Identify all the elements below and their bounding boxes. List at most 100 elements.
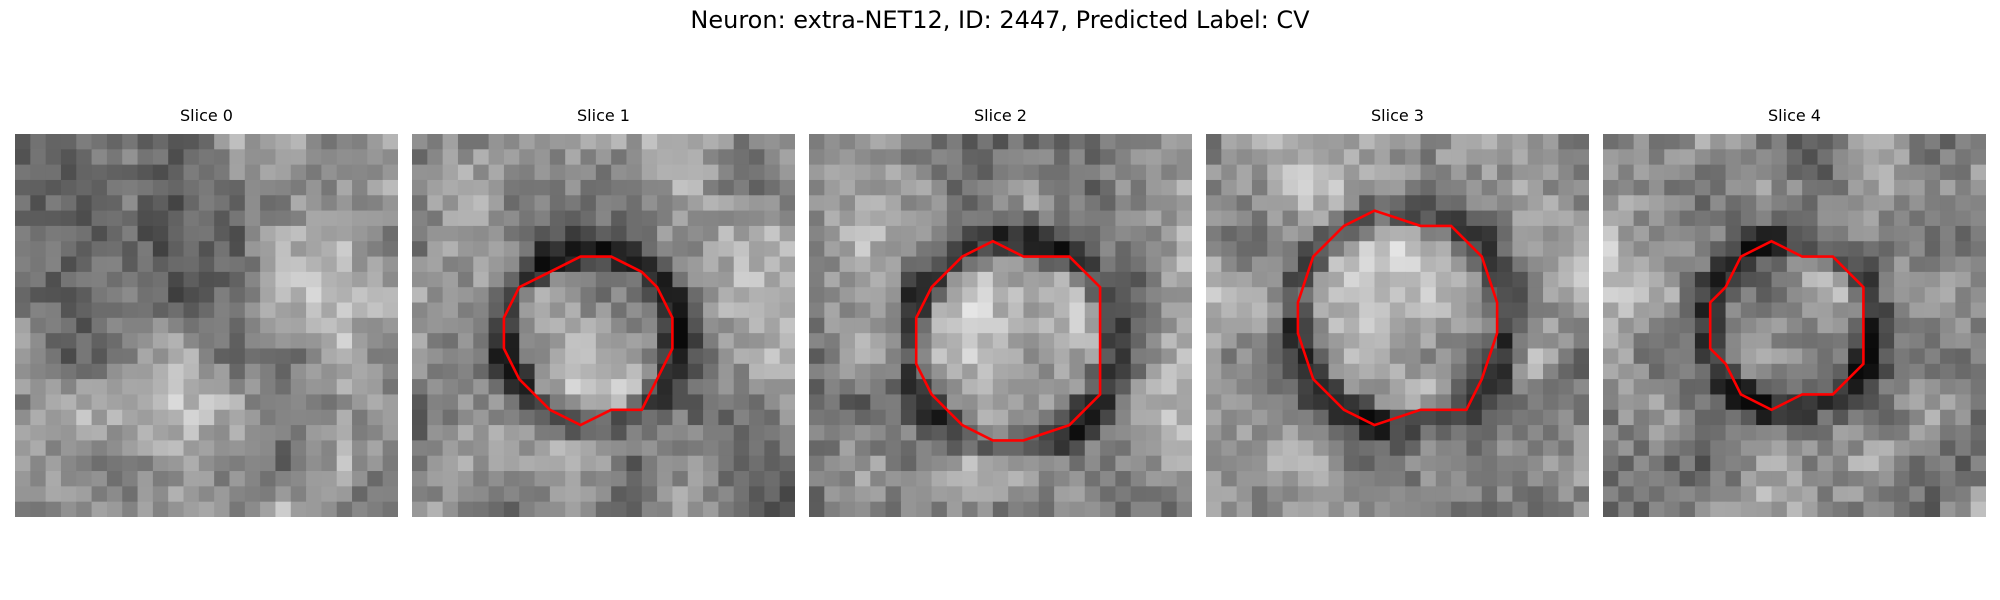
pixel-cell	[290, 256, 307, 273]
pixel-cell	[1648, 363, 1665, 380]
pixel-cell	[534, 179, 551, 196]
pixel-cell	[168, 287, 185, 304]
pixel-cell	[885, 241, 902, 258]
pixel-cell	[1451, 195, 1468, 212]
pixel-cell	[657, 134, 674, 150]
pixel-cell	[779, 256, 795, 273]
pixel-cell	[1435, 241, 1452, 258]
pixel-cell	[15, 225, 31, 242]
pixel-cell	[977, 501, 994, 517]
pixel-cell	[595, 379, 612, 396]
pixel-cell	[1740, 302, 1757, 319]
pixel-cell	[15, 501, 31, 517]
pixel-cell	[1664, 471, 1681, 487]
pixel-cell	[580, 363, 597, 380]
pixel-cell	[1633, 425, 1650, 441]
pixel-cell	[442, 394, 459, 411]
pixel-cell	[76, 225, 93, 242]
pixel-cell	[1023, 486, 1040, 503]
segmentation-contour	[1296, 209, 1499, 427]
pixel-cell	[1146, 501, 1162, 517]
pixel-cell	[382, 394, 398, 411]
pixel-cell	[549, 149, 566, 166]
pixel-cell	[1176, 425, 1192, 441]
pixel-cell	[306, 256, 322, 273]
pixel-cell	[824, 394, 841, 411]
pixel-cell	[106, 394, 123, 411]
pixel-cell	[275, 210, 292, 227]
pixel-cell	[1955, 501, 1972, 517]
pixel-cell	[1878, 471, 1895, 487]
pixel-cell	[1313, 256, 1330, 273]
pixel-cell	[839, 210, 856, 227]
pixel-cell	[1894, 440, 1910, 457]
pixel-cell	[534, 501, 551, 517]
pixel-cell	[1512, 164, 1529, 181]
pixel-cell	[519, 440, 536, 457]
pixel-cell	[1679, 302, 1696, 319]
pixel-cell	[260, 409, 277, 426]
pixel-cell	[764, 394, 781, 411]
pixel-cell	[1648, 501, 1665, 517]
pixel-cell	[1008, 455, 1025, 472]
pixel-cell	[152, 486, 169, 503]
pixel-cell	[1038, 302, 1055, 319]
pixel-cell	[503, 363, 520, 380]
pixel-cell	[244, 179, 261, 196]
pixel-cell	[703, 501, 719, 517]
pixel-cell	[15, 195, 31, 212]
pixel-cell	[1648, 425, 1665, 441]
pixel-cell	[1451, 333, 1468, 350]
pixel-cell	[91, 179, 108, 196]
pixel-cell	[1848, 179, 1865, 196]
pixel-cell	[198, 164, 215, 181]
pixel-cell	[91, 455, 108, 472]
pixel-cell	[519, 501, 536, 517]
pixel-cell	[992, 271, 1009, 288]
pixel-cell	[1328, 195, 1345, 212]
pixel-cell	[1374, 471, 1391, 487]
pixel-cell	[275, 317, 292, 334]
pixel-cell	[1100, 471, 1116, 487]
pixel-cell	[1573, 471, 1589, 487]
pixel-cell	[427, 425, 444, 441]
pixel-cell	[749, 256, 765, 273]
pixel-cell	[1038, 241, 1055, 258]
pixel-cell	[1008, 409, 1025, 426]
pixel-cell	[1297, 455, 1314, 472]
pixel-cell	[1648, 256, 1665, 273]
pixel-cell	[244, 241, 261, 258]
pixel-cell	[1008, 486, 1025, 503]
pixel-cell	[1282, 210, 1299, 227]
pixel-cell	[962, 455, 979, 472]
pixel-cell	[106, 317, 123, 334]
pixel-cell	[946, 164, 963, 181]
pixel-cell	[1054, 195, 1071, 212]
pixel-cell	[931, 409, 948, 426]
pixel-cell	[260, 164, 277, 181]
pixel-cell	[412, 379, 428, 396]
pixel-cell	[1328, 363, 1345, 380]
pixel-cell	[565, 394, 582, 411]
pixel-cell	[870, 210, 887, 227]
pixel-cell	[122, 471, 139, 487]
pixel-cell	[1558, 164, 1575, 181]
pixel-cell	[824, 256, 841, 273]
pixel-cell	[1328, 333, 1345, 350]
pixel-cell	[1543, 241, 1559, 258]
pixel-cell	[1543, 455, 1559, 472]
pixel-cell	[1848, 348, 1865, 365]
pixel-cell	[626, 486, 643, 503]
pixel-cell	[336, 425, 353, 441]
pixel-cell	[382, 179, 398, 196]
pixel-cell	[1848, 256, 1865, 273]
pixel-cell	[183, 241, 200, 258]
pixel-cell	[977, 363, 994, 380]
pixel-cell	[1176, 394, 1192, 411]
pixel-cell	[1023, 241, 1040, 258]
pixel-cell	[198, 225, 215, 242]
pixel-cell	[260, 271, 277, 288]
pixel-cell	[1924, 179, 1941, 196]
pixel-cell	[473, 471, 490, 487]
pixel-cell	[1603, 440, 1619, 457]
